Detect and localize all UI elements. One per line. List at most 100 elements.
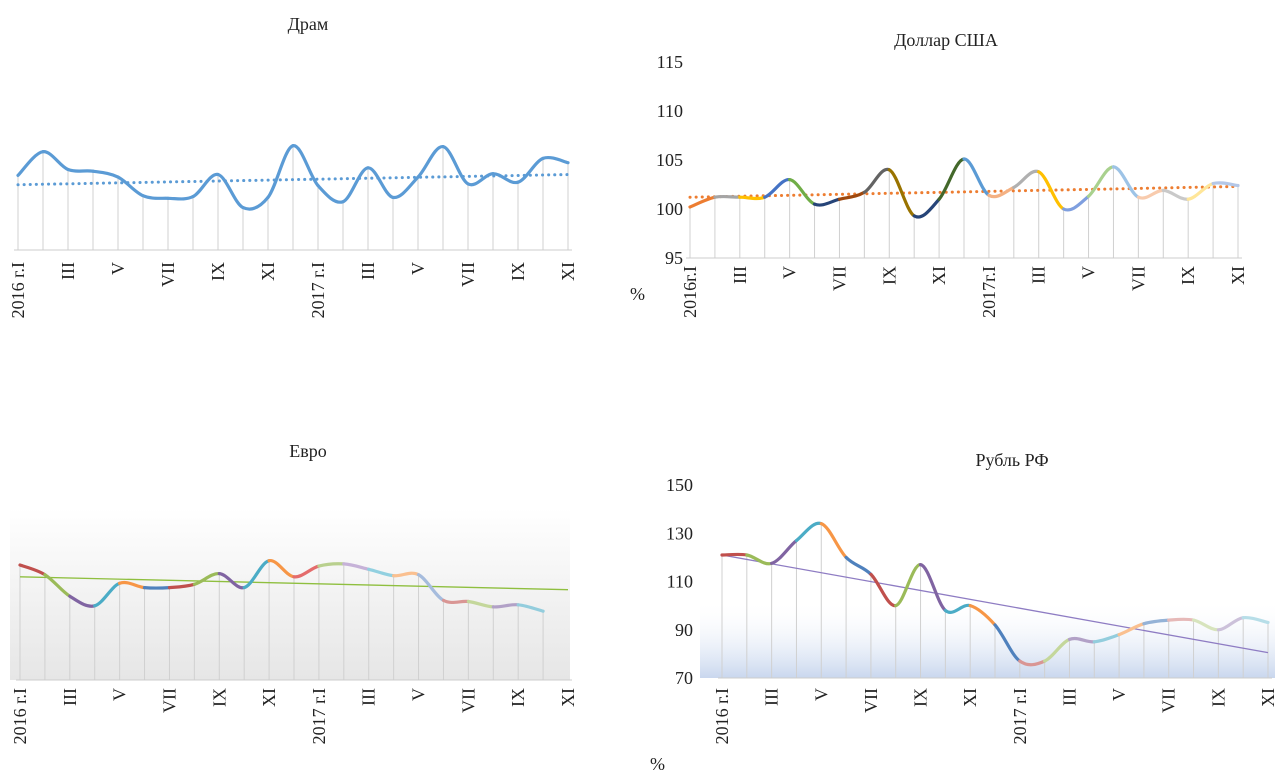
chart-title: Евро (289, 441, 327, 461)
series-segment (844, 555, 873, 576)
series-segment (1018, 659, 1047, 667)
x-tick-label: III (58, 262, 78, 280)
y-tick-label: 70 (675, 668, 693, 688)
series-segment (242, 559, 271, 590)
series-segment (216, 172, 245, 210)
series-segment (68, 594, 97, 608)
series-segment (962, 157, 991, 197)
x-tick-label: 2016 г.I (8, 262, 28, 318)
y-tick-label: 130 (666, 523, 693, 543)
series-segment (291, 144, 320, 188)
x-tick-label: 2016 г.I (10, 688, 30, 744)
series-segment (937, 157, 966, 201)
series-segment (993, 623, 1022, 663)
series-segment (466, 172, 495, 187)
series-segment (416, 145, 445, 179)
trend-line (721, 554, 1269, 654)
series-segment (118, 580, 147, 590)
series-segment (1012, 169, 1041, 189)
y-tick-label: 105 (656, 150, 683, 170)
series-segment (788, 178, 817, 206)
series-segment (391, 175, 420, 200)
series-segment (770, 538, 799, 565)
series-segment (763, 178, 792, 199)
series-segment (341, 166, 370, 204)
series-segment (713, 194, 742, 199)
series-segment (1136, 188, 1165, 200)
x-tick-label: V (110, 688, 130, 701)
series-segment (819, 522, 848, 559)
x-tick-label: IX (209, 688, 229, 707)
series-segment (192, 572, 221, 586)
x-tick-label: XI (259, 688, 279, 707)
series-segment (869, 572, 898, 608)
series-segment (191, 172, 220, 199)
series-segment (912, 197, 941, 219)
series-segment (1062, 194, 1091, 212)
x-tick-label: IX (208, 262, 228, 281)
series-segment (1211, 181, 1240, 188)
series-segment (416, 573, 446, 602)
y-tick-label: 95 (665, 248, 683, 268)
x-tick-label: III (1059, 688, 1079, 706)
series-segment (894, 563, 923, 608)
series-segment (441, 145, 470, 186)
series-segment (466, 599, 495, 609)
x-tick-label: VII (458, 262, 478, 287)
x-tick-label: V (811, 688, 831, 701)
chart-title: Доллар США (894, 30, 998, 50)
chart-4: Рубль РФ 70 90 110 130 150% 2016 г.I III V VII IX X… (650, 450, 1278, 774)
x-tick-label: VII (458, 688, 478, 713)
x-tick-label: XI (1228, 266, 1248, 285)
x-tick-label: 2017 г.I (308, 262, 328, 318)
series-segment (837, 190, 866, 201)
x-tick-label: V (409, 688, 429, 701)
series-segment (217, 572, 246, 590)
series-segment (887, 168, 916, 218)
chart-1: Драм 2016 г.I III V VII IX XI 2017 г.I III V VII IX… (8, 14, 578, 318)
y-tick-label: 110 (657, 101, 683, 121)
series-segment (41, 150, 70, 172)
series-segment (93, 581, 122, 608)
trend-line (19, 576, 569, 591)
y-tick-label: 150 (666, 475, 693, 495)
x-tick-label: 2017 г.I (1010, 688, 1030, 744)
x-tick-label: III (60, 688, 80, 706)
x-tick-label: IX (508, 262, 528, 281)
series-segment (745, 553, 774, 566)
series-segment (267, 559, 296, 579)
series-segment (1043, 637, 1072, 663)
series-segment (18, 563, 47, 577)
series-segment (166, 195, 195, 201)
chart-3: Евро 2016 г.I III V VII IX XI 2017 г.I III V VII IX… (10, 441, 578, 744)
series-segment (367, 567, 396, 578)
y-tick-label: 90 (675, 620, 693, 640)
series-segment (968, 604, 997, 627)
series-segment (1111, 165, 1140, 199)
x-tick-label: VII (159, 688, 179, 713)
plot-background (10, 508, 570, 680)
series-segment (1037, 170, 1066, 211)
series-segment (317, 562, 346, 568)
series-segment (688, 195, 717, 209)
y-tick-label: 100 (656, 199, 683, 219)
series-segment (1241, 615, 1270, 625)
x-tick-label: V (108, 262, 128, 275)
y-axis-unit: % (650, 754, 665, 774)
x-tick-label: XI (1258, 688, 1278, 707)
series-segment (1161, 188, 1190, 201)
x-tick-label: XI (258, 262, 278, 281)
x-tick-label: III (358, 262, 378, 280)
series-segment (738, 195, 767, 201)
series-segment (1191, 618, 1220, 632)
x-tick-label: VII (1128, 266, 1148, 291)
series-segment (1167, 617, 1196, 622)
series-segment (812, 197, 842, 207)
x-tick-label: IX (911, 688, 931, 707)
y-axis-unit: % (630, 284, 645, 304)
series-segment (918, 563, 947, 613)
x-tick-label: VII (1159, 688, 1179, 713)
series-segment (16, 150, 45, 177)
series-segment (794, 521, 823, 543)
